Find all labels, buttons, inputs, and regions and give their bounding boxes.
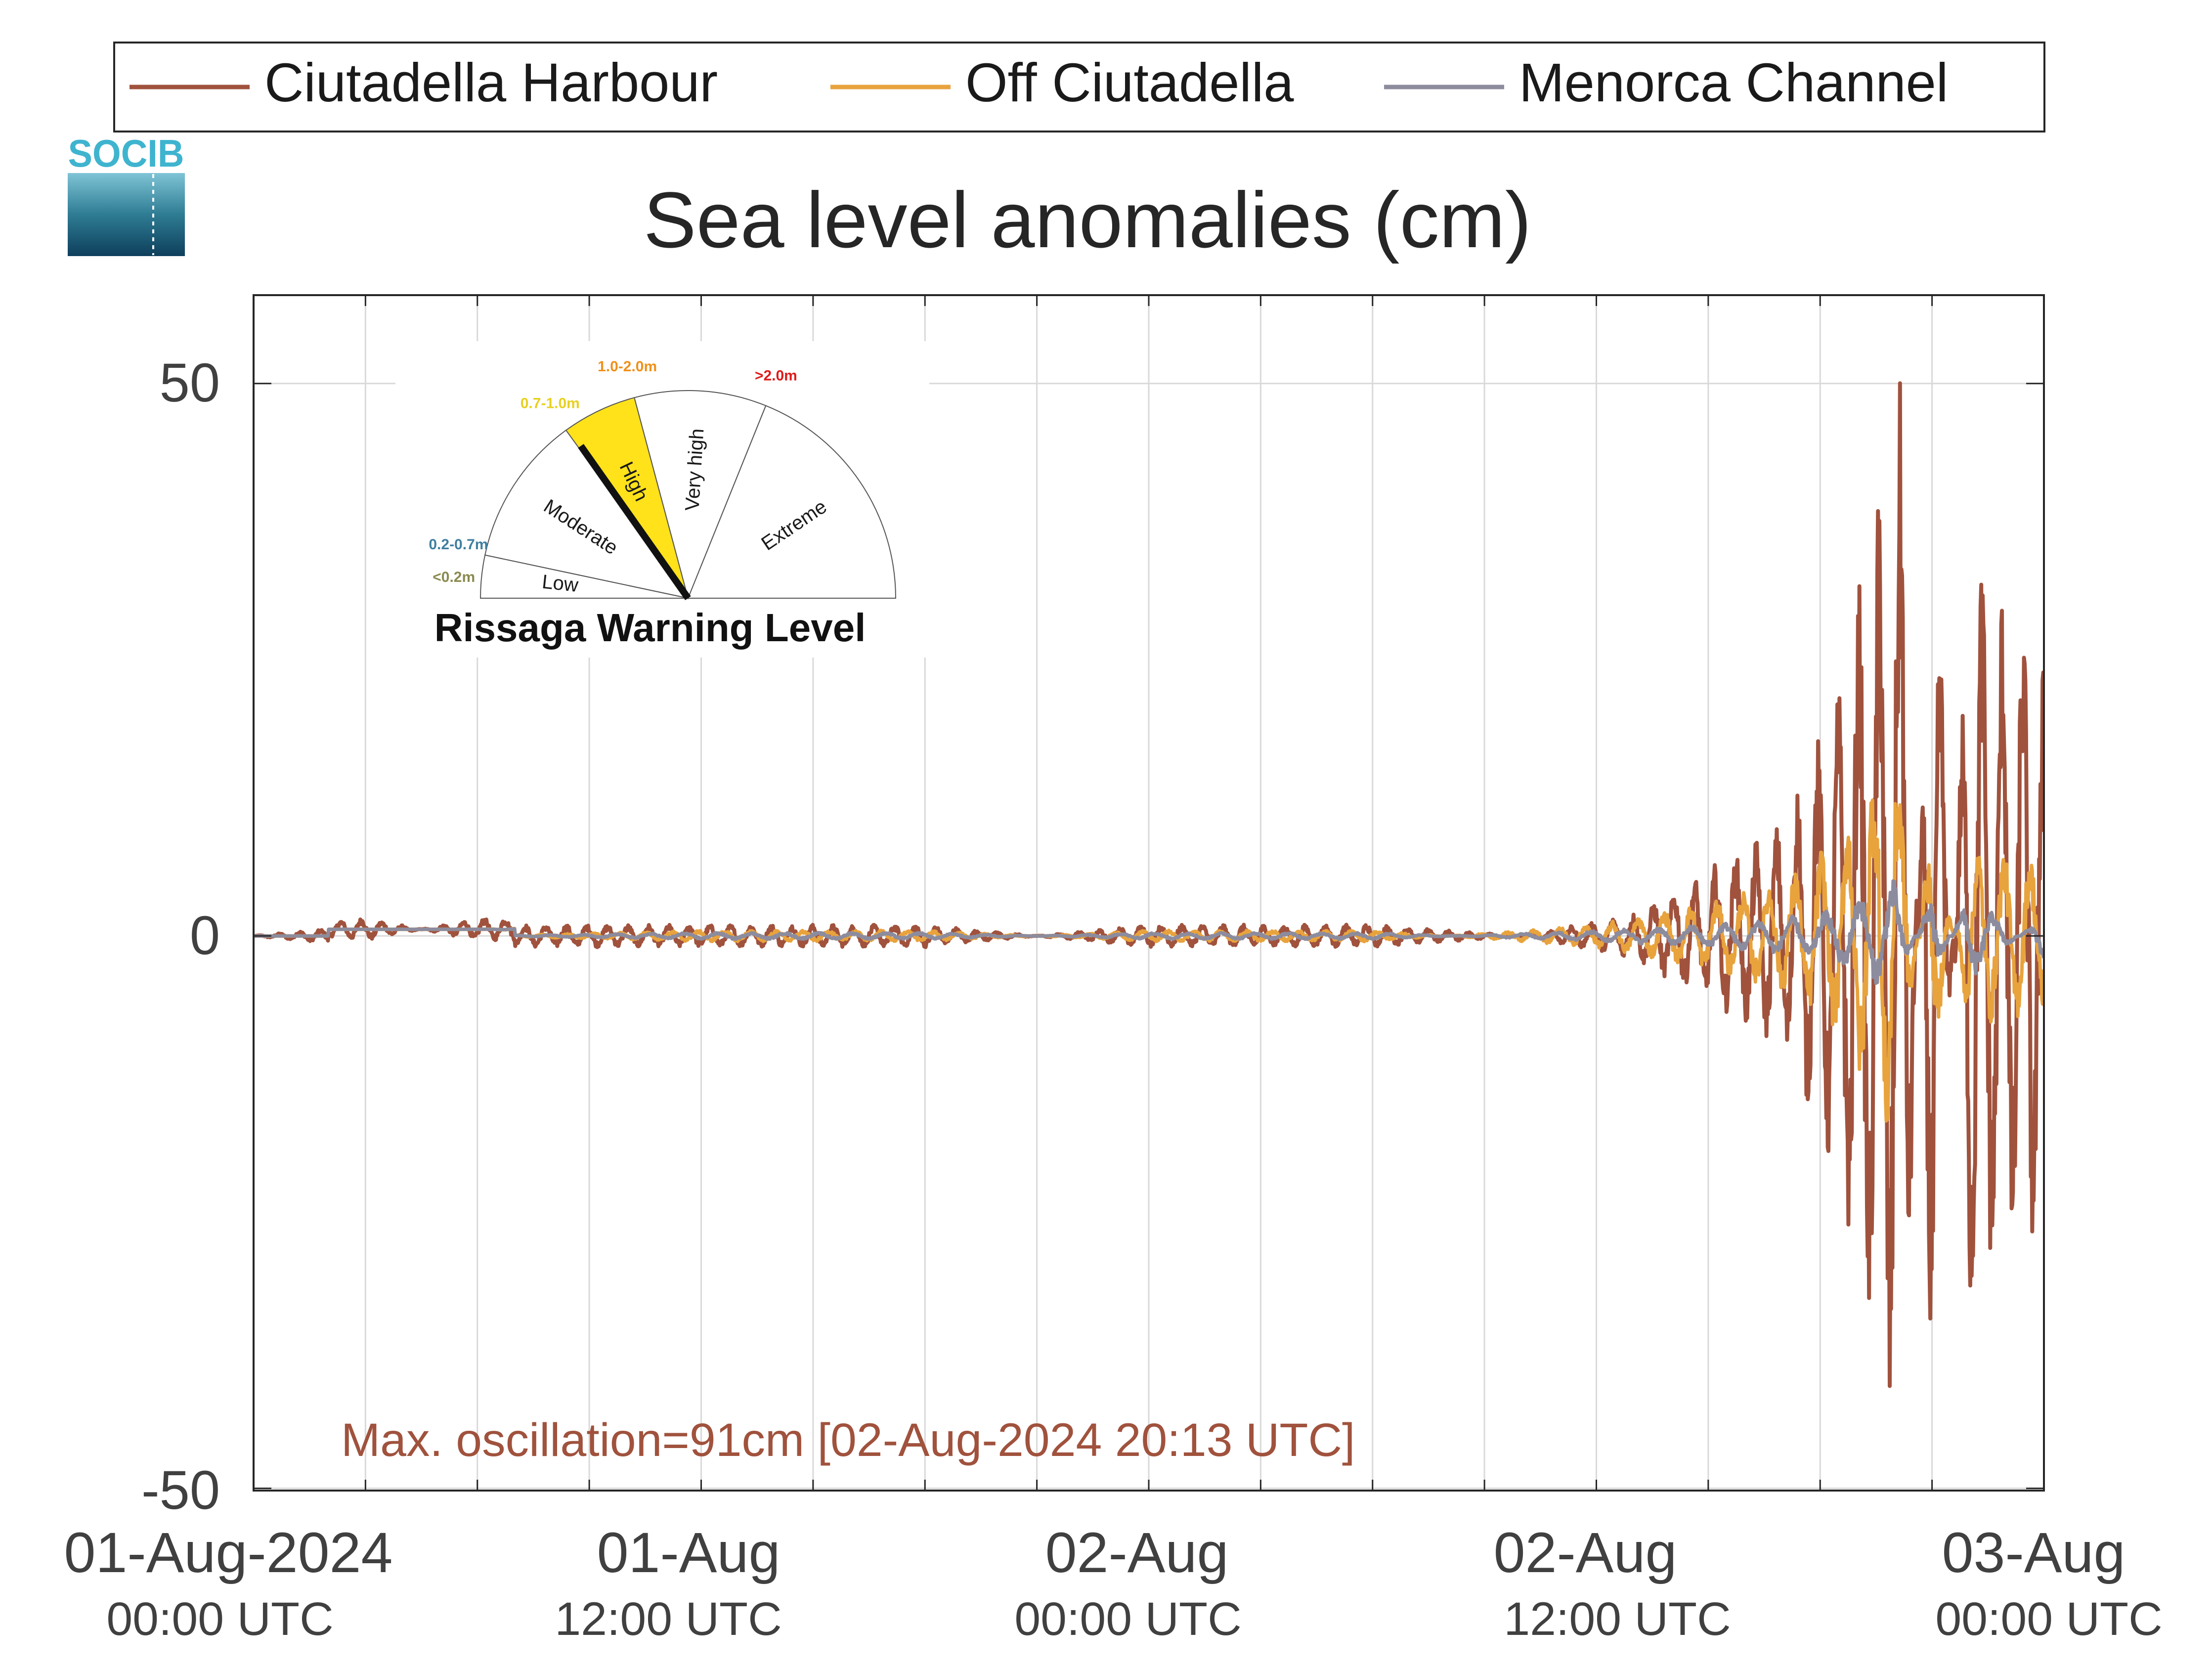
y-tick-label-0: 0: [190, 905, 220, 966]
gauge-ranges: <0.2m 0.2-0.7m 0.7-1.0m 1.0-2.0m >2.0m: [429, 358, 797, 585]
socib-logo: SOCIB: [68, 132, 185, 256]
x-tick-label-time-4: 00:00 UTC: [1935, 1593, 2162, 1645]
gauge-sector-very-high: [634, 390, 767, 600]
gauge-title: Rissaga Warning Level: [434, 606, 866, 650]
gauge-range-high: 0.7-1.0m: [520, 396, 580, 412]
gauge-sector-extreme: [687, 405, 897, 599]
gauge-needle: [578, 443, 691, 601]
gauge-sector-moderate: [484, 429, 690, 599]
x-tick-label-date-3: 02-Aug: [1494, 1521, 1677, 1584]
x-tick-label-date-2: 02-Aug: [1045, 1521, 1229, 1584]
y-tick-label-50: 50: [160, 352, 220, 413]
logo-text: SOCIB: [68, 132, 184, 175]
x-tick-label-time-3: 12:00 UTC: [1504, 1593, 1731, 1645]
series-layer: [254, 381, 2044, 1388]
series-line-menorca-channel: [254, 879, 2044, 985]
gauge-range-very-high: 1.0-2.0m: [598, 358, 657, 375]
max-oscillation-annotation: Max. oscillation=91cm [02-Aug-2024 20:13…: [341, 1414, 1355, 1466]
gauge-label-low: Low: [541, 571, 579, 596]
axis-ticks: [254, 295, 2044, 1491]
x-tick-label-time-1: 12:00 UTC: [555, 1593, 781, 1645]
gauge-sectors: [479, 390, 897, 600]
x-tick-label-time-2: 00:00 UTC: [1014, 1593, 1241, 1645]
gauge-range-low: <0.2m: [433, 569, 475, 585]
y-tick-label-minus-50: -50: [141, 1460, 220, 1521]
legend-label-menorca-channel: Menorca Channel: [1519, 52, 1948, 113]
gauge-range-extreme: >2.0m: [755, 368, 797, 384]
legend-label-ciutadella-harbour: Ciutadella Harbour: [264, 52, 718, 113]
chart-title: Sea level anomalies (cm): [644, 176, 1531, 264]
legend-box: [113, 42, 2045, 132]
legend: Ciutadella Harbour Off Ciutadella Menorc…: [113, 42, 2045, 132]
gauge-label-very-high: Very high: [681, 428, 708, 511]
x-tick-label-date-0: 01-Aug-2024: [64, 1521, 393, 1584]
x-tick-label-time-0: 00:00 UTC: [106, 1593, 333, 1645]
gauge-sector-high: [565, 397, 689, 599]
x-tick-label-date-4: 03-Aug: [1942, 1521, 2125, 1584]
legend-label-off-ciutadella: Off Ciutadella: [965, 52, 1294, 113]
logo-wave-block: [68, 173, 185, 256]
x-tick-label-date-1: 01-Aug: [597, 1521, 781, 1584]
gauge-range-moderate: 0.2-0.7m: [429, 536, 488, 553]
